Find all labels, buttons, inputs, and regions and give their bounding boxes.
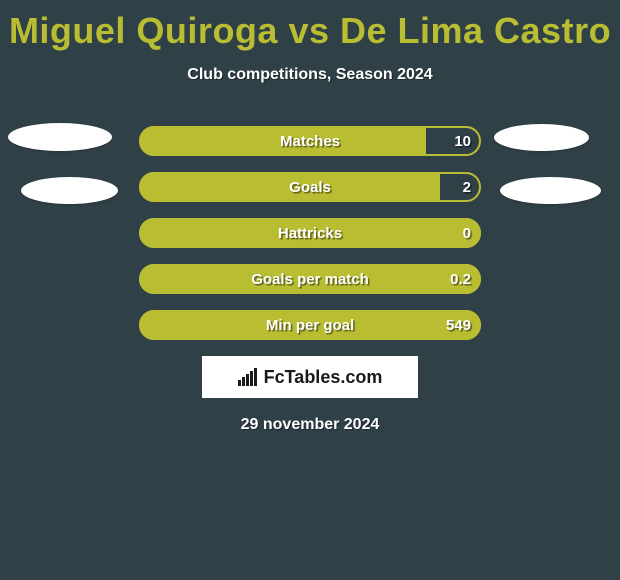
stat-row: Goals2 — [139, 172, 481, 202]
comparison-chart: Matches10 Goals2 Hattricks0 Goals per match… — [0, 126, 620, 340]
subtitle: Club competitions, Season 2024 — [0, 66, 620, 84]
chart-icon — [238, 368, 258, 386]
stat-value: 549 — [446, 310, 471, 340]
stat-row: Hattricks0 — [139, 218, 481, 248]
attribution-text: FcTables.com — [264, 367, 383, 388]
player-photo-placeholder — [500, 177, 601, 204]
player-photo-placeholder — [494, 124, 589, 151]
stat-row: Goals per match0.2 — [139, 264, 481, 294]
stat-value: 0.2 — [450, 264, 471, 294]
stat-value: 10 — [454, 126, 471, 156]
stat-label: Hattricks — [139, 218, 481, 248]
date-text: 29 november 2024 — [0, 416, 620, 434]
stat-row: Matches10 — [139, 126, 481, 156]
stat-label: Goals — [139, 172, 481, 202]
player-photo-placeholder — [21, 177, 118, 204]
stat-value: 0 — [463, 218, 471, 248]
stat-label: Goals per match — [139, 264, 481, 294]
stat-label: Matches — [139, 126, 481, 156]
stat-row: Min per goal549 — [139, 310, 481, 340]
page-title: Miguel Quiroga vs De Lima Castro — [0, 0, 620, 52]
attribution-badge: FcTables.com — [202, 356, 418, 398]
stat-value: 2 — [463, 172, 471, 202]
stat-label: Min per goal — [139, 310, 481, 340]
player-photo-placeholder — [8, 123, 112, 151]
